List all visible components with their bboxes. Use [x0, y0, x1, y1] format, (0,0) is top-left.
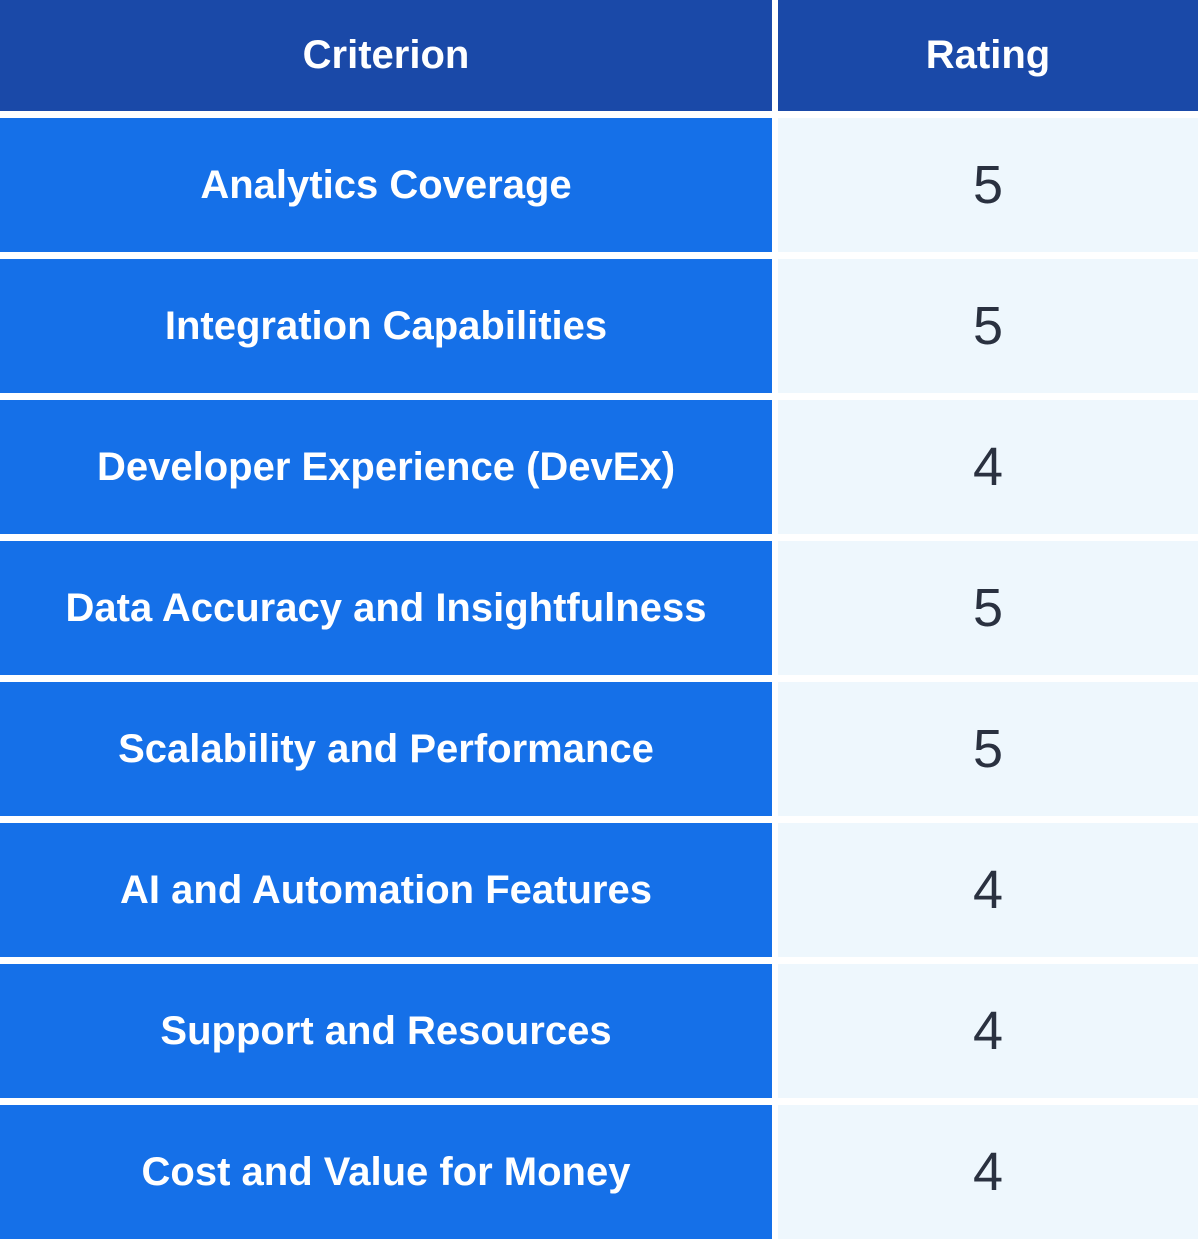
rating-cell: 4	[778, 823, 1198, 957]
header-criterion: Criterion	[0, 0, 772, 111]
rating-cell: 4	[778, 400, 1198, 534]
criterion-cell: Analytics Coverage	[0, 118, 772, 252]
rating-cell: 5	[778, 118, 1198, 252]
criterion-cell: AI and Automation Features	[0, 823, 772, 957]
header-rating: Rating	[778, 0, 1198, 111]
rating-cell: 4	[778, 964, 1198, 1098]
rating-cell: 5	[778, 259, 1198, 393]
criterion-cell: Scalability and Performance	[0, 682, 772, 816]
criterion-cell: Developer Experience (DevEx)	[0, 400, 772, 534]
criterion-cell: Support and Resources	[0, 964, 772, 1098]
rating-cell: 5	[778, 682, 1198, 816]
rating-cell: 4	[778, 1105, 1198, 1239]
criterion-cell: Data Accuracy and Insightfulness	[0, 541, 772, 675]
rating-cell: 5	[778, 541, 1198, 675]
criterion-cell: Integration Capabilities	[0, 259, 772, 393]
criterion-cell: Cost and Value for Money	[0, 1105, 772, 1239]
